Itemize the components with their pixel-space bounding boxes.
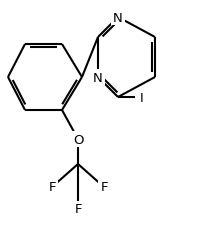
Text: F: F: [48, 181, 56, 194]
Text: N: N: [93, 71, 103, 84]
Text: F: F: [100, 181, 108, 194]
Text: O: O: [73, 133, 83, 146]
Text: F: F: [74, 203, 82, 216]
Text: I: I: [140, 91, 144, 104]
Text: N: N: [113, 12, 123, 24]
